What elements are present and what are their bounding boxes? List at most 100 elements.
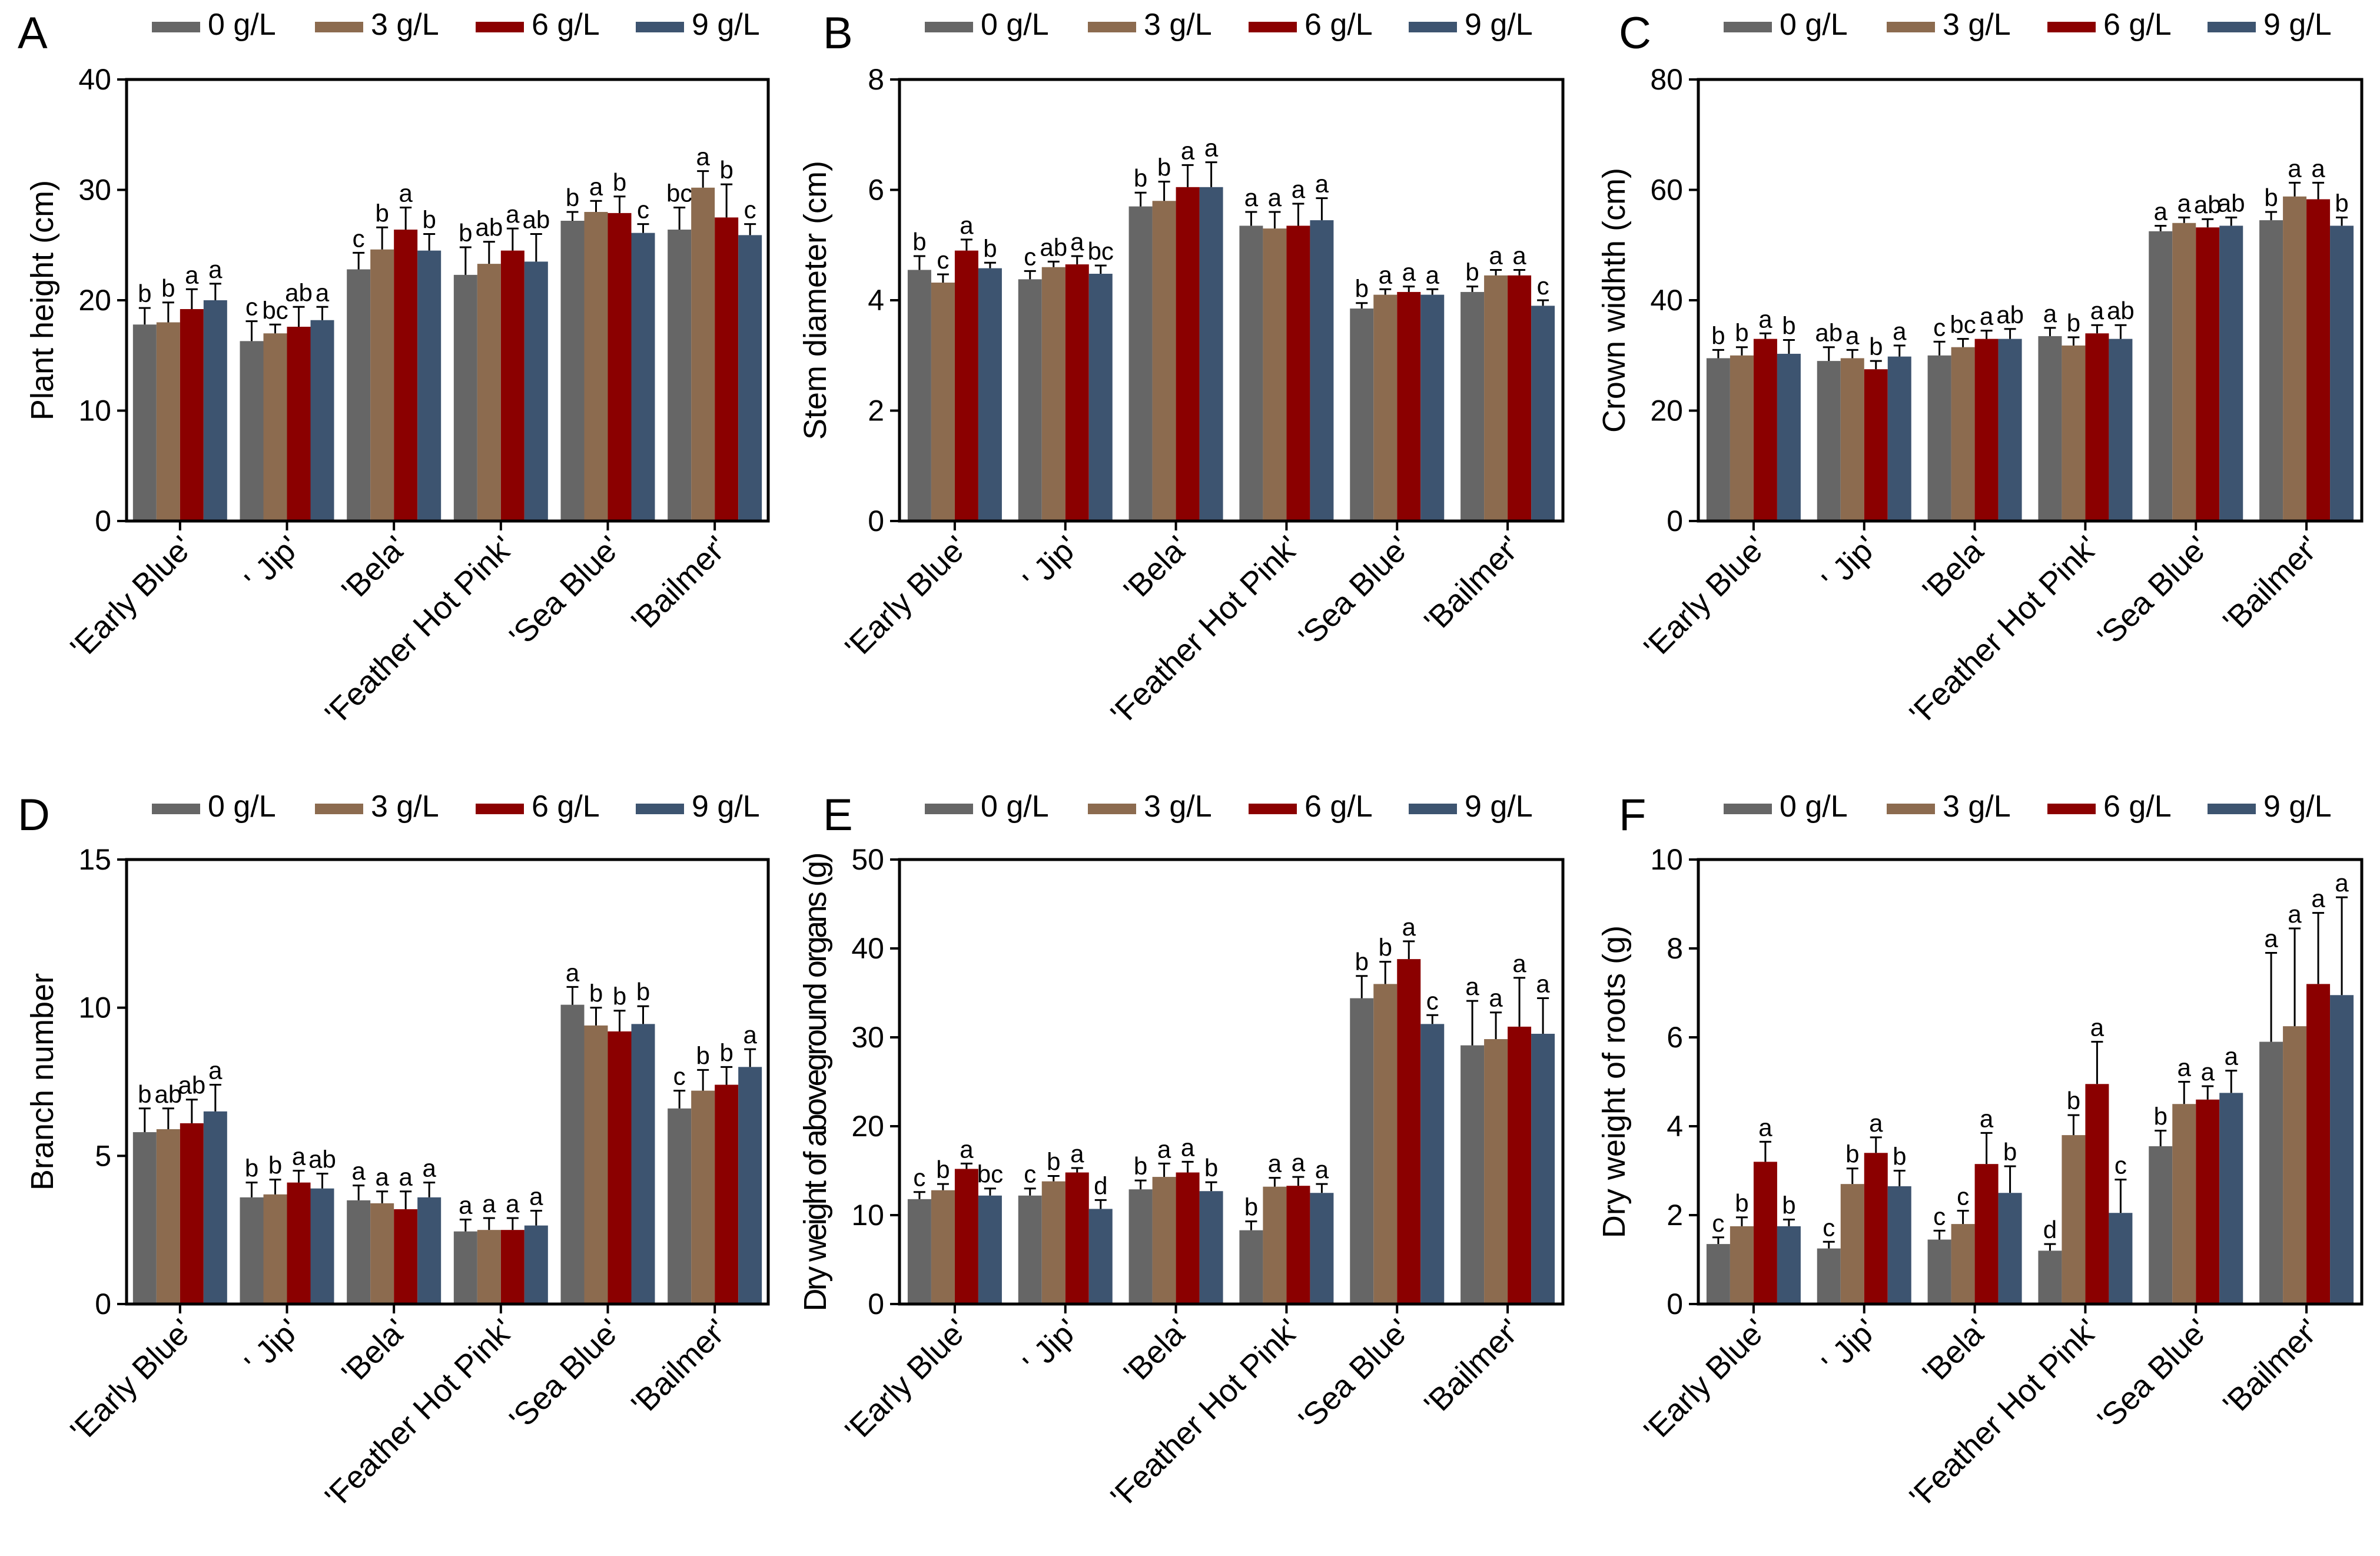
significance-label: b [1134, 164, 1147, 192]
bar [1864, 369, 1888, 521]
bar [1998, 339, 2022, 521]
bar [2172, 223, 2196, 521]
bar [417, 1197, 442, 1304]
significance-label: a [1512, 241, 1526, 269]
significance-label: ab [154, 1080, 182, 1108]
x-axis: 'Early Blue' ' Jip' 'Bela''Feather Hot Pin… [1637, 1304, 2326, 1515]
bar [1041, 1181, 1065, 1304]
significance-label: c [1712, 1209, 1724, 1237]
significance-label: b [2335, 189, 2348, 217]
legend-label: 3 g/L [1943, 789, 2011, 824]
significance-label: a [1512, 950, 1526, 977]
significance-label: a [1292, 175, 1306, 203]
significance-label: c [673, 1063, 686, 1090]
legend-label: 9 g/L [692, 789, 760, 824]
significance-label: a [2154, 197, 2168, 225]
significance-label: a [399, 180, 413, 207]
significance-label: a [2201, 1058, 2215, 1086]
significance-label: a [2264, 925, 2278, 953]
significance-label: b [696, 1041, 709, 1069]
bar [1706, 358, 1730, 521]
y-tick-label: 0 [868, 1288, 884, 1321]
significance-label: b [375, 199, 389, 227]
bar [132, 324, 157, 521]
legend: 0 g/L 3 g/L 6 g/L 9 g/L [1724, 8, 2332, 42]
bar [608, 1031, 632, 1304]
significance-label: a [2177, 189, 2192, 217]
bar [907, 1199, 931, 1304]
bar [2219, 1093, 2243, 1304]
significance-label: a [2288, 154, 2302, 182]
panel-letter: C [1619, 8, 1651, 58]
bar [263, 1194, 287, 1304]
y-tick-label: 30 [851, 1021, 884, 1054]
legend-label: 3 g/L [1943, 8, 2011, 42]
legend-swatch [1249, 804, 1297, 814]
y-tick-label: 0 [1667, 505, 1683, 538]
x-tick-label: 'Bela' [1117, 529, 1196, 608]
x-tick-label: ' Jip' [1815, 1312, 1884, 1381]
legend-label: 9 g/L [1465, 8, 1533, 42]
significance-label: a [743, 1021, 757, 1049]
bar [263, 333, 287, 521]
legend-swatch [925, 804, 973, 814]
y-axis: 0 10 20 30 40 [78, 63, 127, 538]
x-tick-label: 'Bailmer' [2216, 1312, 2326, 1422]
y-tick-label: 30 [78, 174, 111, 207]
legend-label: 3 g/L [1144, 8, 1212, 42]
bar [1065, 264, 1089, 521]
x-tick-label: 'Early Blue' [64, 529, 200, 665]
significance-label: b [1244, 1193, 1258, 1221]
bar [1128, 206, 1153, 521]
significance-label: bc [977, 1160, 1003, 1188]
significance-label: a [316, 278, 330, 306]
bar [1777, 1226, 1801, 1304]
legend-label: 0 g/L [981, 789, 1049, 824]
significance-label: a [1070, 1140, 1084, 1167]
significance-label: b [2067, 1087, 2080, 1114]
significance-label: b [613, 983, 626, 1010]
bar [2062, 1135, 2086, 1304]
legend-label: 6 g/L [1304, 8, 1373, 42]
bar [1286, 1186, 1310, 1304]
x-tick-label: 'Sea Blue' [503, 1312, 628, 1437]
significance-label: a [1489, 984, 1503, 1012]
legend-label: 0 g/L [208, 789, 276, 824]
bar [2038, 1250, 2062, 1304]
bar [310, 1188, 334, 1304]
significance-label: c [1823, 1213, 1835, 1241]
significance-label: c [245, 293, 258, 321]
significance-label: a [1181, 1133, 1195, 1161]
bar [310, 320, 334, 521]
bar [738, 1067, 762, 1304]
significance-label: b [1782, 312, 1795, 340]
significance-label: b [1134, 1152, 1147, 1180]
legend: 0 g/L 3 g/L 6 g/L 9 g/L [1724, 789, 2332, 824]
bar [1152, 201, 1176, 521]
x-tick-label: ' Jip' [238, 1312, 307, 1381]
significance-label: a [375, 1163, 389, 1191]
legend-swatch [925, 22, 973, 32]
significance-label: a [2090, 1014, 2105, 1041]
bar [203, 1111, 227, 1304]
x-tick-label: 'Bailmer' [625, 1312, 734, 1422]
x-axis: 'Early Blue' ' Jip' 'Bela''Feather Hot Pin… [1637, 521, 2326, 732]
significance-label: b [1845, 1140, 1859, 1168]
bar [1730, 1226, 1754, 1304]
x-tick-label: 'Sea Blue' [2091, 529, 2216, 654]
significance-label: b [1869, 333, 1883, 360]
panel-letter: E [823, 790, 853, 840]
x-tick-label: 'Bailmer' [625, 529, 734, 639]
bar [954, 1169, 978, 1304]
x-tick-label: 'Bailmer' [2216, 529, 2326, 639]
bar [1088, 1209, 1113, 1304]
significance-label: c [637, 196, 649, 224]
x-tick-label: 'Early Blue' [838, 1312, 974, 1448]
y-tick-label: 40 [1650, 284, 1683, 317]
legend-swatch [1887, 804, 1935, 814]
x-tick-label: 'Early Blue' [838, 529, 974, 665]
bar [691, 187, 715, 521]
significance-label: a [459, 1192, 473, 1219]
